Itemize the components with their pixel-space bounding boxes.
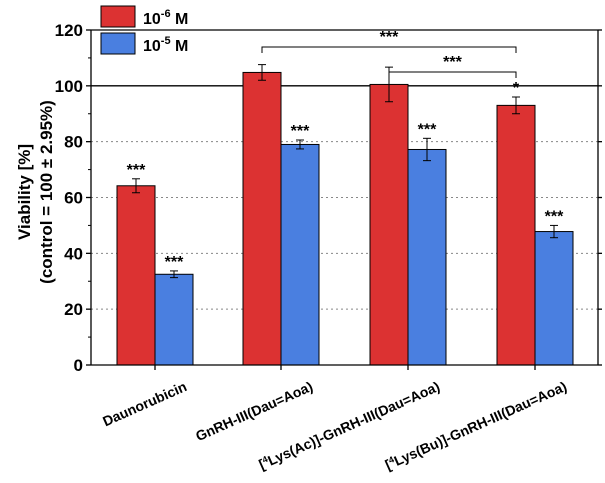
significance-series2-cat3: *** <box>418 121 437 138</box>
bar-series2-cat3 <box>407 148 447 366</box>
bars-layer <box>116 71 574 366</box>
significance-series1-cat4: * <box>513 80 520 97</box>
legend-label-series-2: 10-5 M <box>143 35 188 55</box>
y-tick-label-0: 0 <box>74 356 83 375</box>
bar-series2-cat4 <box>534 231 574 366</box>
category-label-daunorubicin: Daunorubicin <box>100 378 189 429</box>
y-tick-label-80: 80 <box>64 133 83 152</box>
legend: 10-6 M 10-5 M <box>100 5 188 55</box>
comparison-bracket-1 <box>261 46 517 53</box>
significance-series2-cat1: *** <box>165 254 184 271</box>
bar-series1-cat2 <box>242 71 282 366</box>
y-tick-label-120: 120 <box>55 21 83 40</box>
legend-label-series-1: 10-6 M <box>143 8 188 28</box>
comparison-label-2: *** <box>443 54 462 71</box>
grid-layer <box>91 85 598 310</box>
y-tick-label-20: 20 <box>64 300 83 319</box>
bar-series1-cat4 <box>496 104 536 366</box>
bar-series1-cat1 <box>116 185 156 366</box>
significance-series1-cat1: *** <box>127 162 146 179</box>
significance-layer: ********** ************ <box>127 29 564 271</box>
bar-series2-cat1 <box>154 273 194 366</box>
category-label-gnrh: GnRH-III(Dau=Aoa) <box>193 378 315 444</box>
bar-series1-cat3 <box>369 83 409 366</box>
bar-series2-cat2 <box>280 143 320 366</box>
legend-swatch-series-2 <box>100 32 136 55</box>
axes-layer: 0 20 40 60 80 100 120 <box>55 21 602 375</box>
significance-series2-cat4: *** <box>545 208 564 225</box>
y-axis-label-2: (control = 100 ± 2.95%) <box>37 100 56 284</box>
error-bars-layer <box>132 64 558 279</box>
legend-swatch-series-1 <box>100 5 136 28</box>
y-tick-label-40: 40 <box>64 244 83 263</box>
significance-series2-cat2: *** <box>291 123 310 140</box>
y-tick-label-100: 100 <box>55 77 83 96</box>
comparison-label-1: *** <box>380 29 399 46</box>
y-tick-label-60: 60 <box>64 189 83 208</box>
category-labels: Daunorubicin GnRH-III(Dau=Aoa) [4Lys(Ac)… <box>100 378 569 473</box>
comparison-bracket-2 <box>388 71 517 78</box>
y-axis-label: Viability [%] <box>15 144 34 240</box>
